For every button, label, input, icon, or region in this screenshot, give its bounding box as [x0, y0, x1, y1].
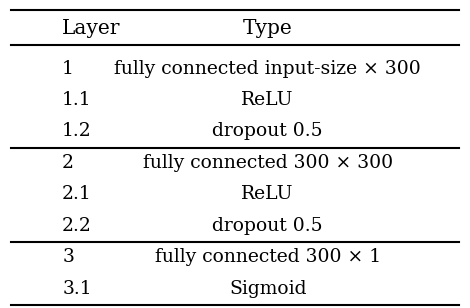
Text: dropout 0.5: dropout 0.5	[212, 122, 323, 140]
Text: Layer: Layer	[62, 19, 121, 38]
Text: 2.2: 2.2	[62, 217, 92, 235]
Text: Sigmoid: Sigmoid	[229, 280, 306, 298]
Text: 1.1: 1.1	[62, 91, 92, 109]
Text: dropout 0.5: dropout 0.5	[212, 217, 323, 235]
Text: ReLU: ReLU	[242, 185, 294, 203]
Text: fully connected input-size × 300: fully connected input-size × 300	[114, 59, 421, 78]
Text: 3: 3	[62, 248, 74, 266]
Text: ReLU: ReLU	[242, 91, 294, 109]
Text: 1.2: 1.2	[62, 122, 92, 140]
Text: 2: 2	[62, 154, 74, 172]
Text: fully connected 300 × 1: fully connected 300 × 1	[155, 248, 381, 266]
Text: fully connected 300 × 300: fully connected 300 × 300	[142, 154, 393, 172]
Text: 1: 1	[62, 59, 74, 78]
Text: 3.1: 3.1	[62, 280, 92, 298]
Text: Type: Type	[243, 19, 293, 38]
Text: 2.1: 2.1	[62, 185, 92, 203]
